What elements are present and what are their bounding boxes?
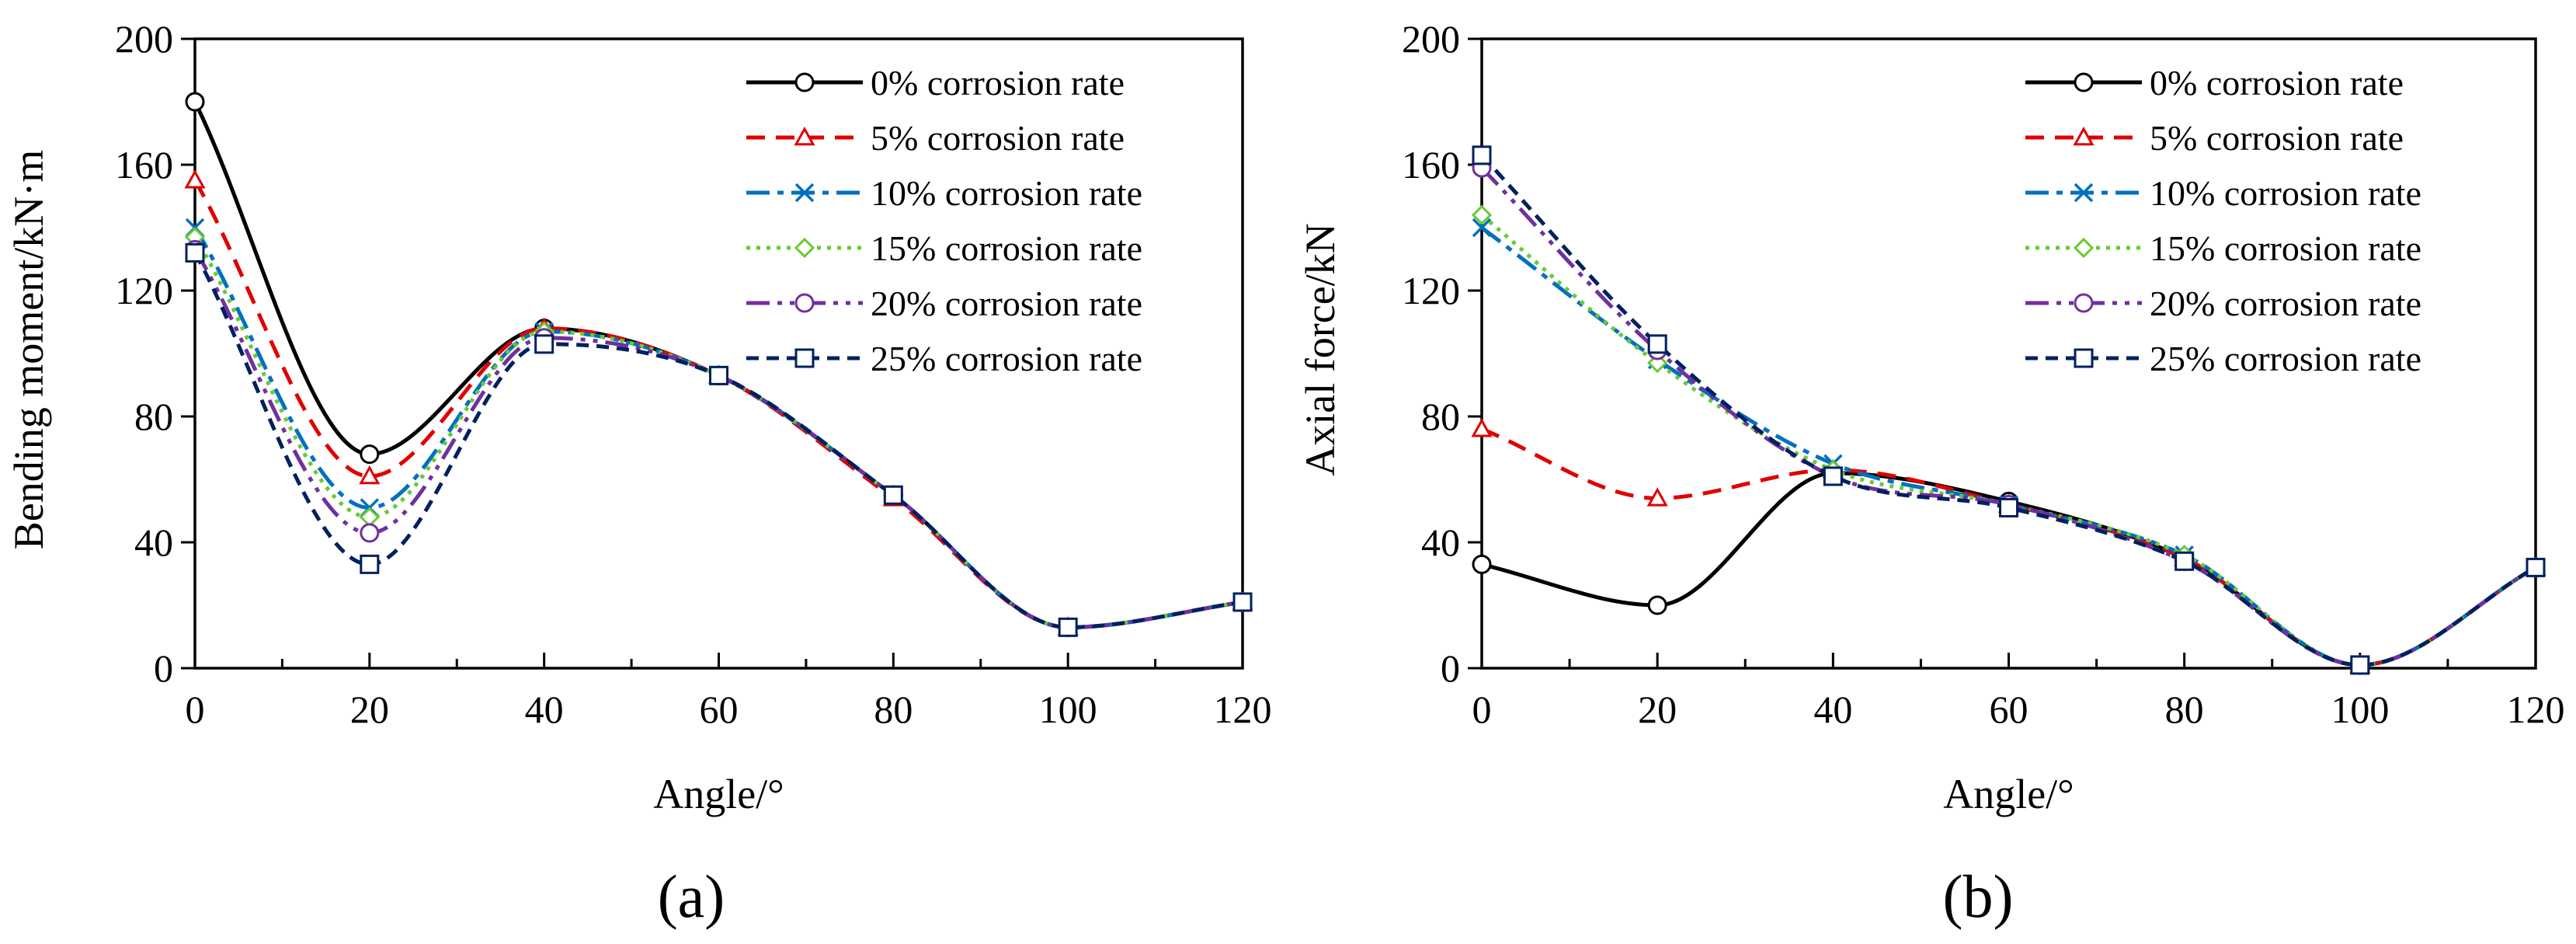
legend-entry-label: 10% corrosion rate (871, 173, 1142, 213)
legend-marker (2074, 293, 2094, 313)
panel-b: 0 20 40 60 80 100 120 0 40 80 120 160 200 Angle/° Axia… (1297, 17, 2565, 930)
x-tick-label: 80 (2165, 688, 2204, 731)
y-tick-label: 200 (115, 17, 173, 61)
series-line (1481, 427, 2537, 667)
x-tick-label: 0 (186, 688, 205, 731)
data-point-marker (185, 92, 205, 112)
y-tick-label: 80 (134, 395, 173, 438)
y-tick-label: 160 (1402, 143, 1460, 186)
panel-label: (a) (658, 862, 725, 930)
data-point-marker (2350, 655, 2370, 675)
x-tick-label: 20 (1638, 688, 1677, 731)
panel-label: (b) (1943, 862, 2014, 930)
data-point-marker (185, 242, 205, 263)
data-point-marker (883, 485, 903, 505)
y-tick-label: 0 (154, 646, 173, 690)
x-tick-label: 40 (1813, 688, 1852, 731)
y-tick-label: 80 (1421, 395, 1460, 438)
x-tick-label: 120 (2507, 688, 2565, 731)
series-5 (1472, 145, 2546, 675)
legend-marker (2073, 237, 2095, 259)
legend-entry-label: 20% corrosion rate (871, 284, 1142, 323)
data-point-marker (360, 523, 380, 543)
data-point-marker (359, 465, 381, 485)
x-tick-label: 120 (1214, 688, 1272, 731)
series-1 (1471, 418, 2546, 674)
legend-marker (2074, 348, 2094, 368)
data-point-marker (2526, 557, 2546, 577)
x-axis-title: Angle/° (1943, 771, 2074, 817)
legend-marker (794, 183, 815, 203)
legend-marker (794, 126, 815, 146)
data-point-marker (1232, 592, 1253, 612)
data-point-marker (709, 365, 728, 385)
x-tick-label: 0 (1472, 688, 1492, 731)
data-point-marker (1472, 145, 1492, 165)
legend-entry-label: 5% corrosion rate (871, 118, 1125, 158)
y-tick-label: 40 (134, 521, 173, 564)
x-tick-label: 60 (1990, 688, 2028, 731)
data-point-marker (359, 507, 380, 528)
x-tick-label: 100 (2331, 688, 2389, 731)
series-line (193, 252, 1243, 629)
y-axis-title: Bending moment/kN·m (5, 150, 52, 549)
y-tick-label: 0 (1441, 646, 1460, 690)
legend-marker (794, 72, 815, 92)
legend: 0% corrosion rate 5% corrosion rate 10% co… (2025, 63, 2421, 378)
legend-marker (794, 348, 815, 368)
data-point-marker (1999, 497, 2018, 517)
data-point-marker (184, 169, 206, 189)
data-point-marker (1471, 418, 1493, 437)
data-point-marker (1647, 595, 1667, 615)
data-point-marker (1471, 204, 1493, 225)
legend-entry-label: 5% corrosion rate (2150, 118, 2404, 158)
legend-entry-label: 20% corrosion rate (2150, 284, 2421, 323)
legend-marker (2073, 126, 2095, 146)
series-2 (185, 218, 1253, 637)
legend-marker (2074, 72, 2094, 92)
legend-entry-label: 10% corrosion rate (2150, 173, 2421, 213)
legend-marker (794, 237, 815, 259)
y-tick-label: 40 (1421, 521, 1460, 564)
legend-entry-label: 15% corrosion rate (2150, 228, 2421, 268)
x-tick-label: 60 (700, 688, 739, 731)
legend-entry-label: 0% corrosion rate (2150, 63, 2404, 103)
x-tick-label: 20 (350, 688, 389, 731)
legend-entry-label: 25% corrosion rate (2150, 339, 2421, 378)
data-point-marker (534, 334, 554, 354)
x-tick-label: 100 (1039, 688, 1097, 731)
data-point-marker (360, 554, 380, 574)
legend-marker (794, 293, 815, 313)
data-point-marker (1058, 617, 1078, 637)
data-point-marker (2174, 551, 2195, 571)
data-point-marker (1647, 334, 1667, 354)
data-point-marker (360, 444, 380, 465)
x-tick-label: 40 (525, 688, 564, 731)
legend-entry-label: 0% corrosion rate (871, 63, 1125, 103)
y-tick-label: 120 (1402, 269, 1460, 312)
series-5 (185, 242, 1253, 637)
legend: 0% corrosion rate 5% corrosion rate 10% co… (746, 63, 1142, 378)
data-point-marker (1646, 487, 1668, 507)
x-axis-title: Angle/° (653, 771, 784, 817)
data-point-marker (1472, 554, 1492, 574)
data-point-marker (1823, 466, 1843, 486)
legend-entry-label: 25% corrosion rate (871, 339, 1142, 378)
legend-marker (2074, 183, 2094, 203)
y-tick-label: 200 (1402, 17, 1460, 61)
y-axis-title: Axial force/kN (1297, 223, 1344, 475)
series-line (1480, 213, 2537, 667)
y-tick-label: 120 (115, 269, 173, 312)
x-tick-label: 80 (874, 688, 913, 731)
y-tick-label: 160 (115, 143, 173, 186)
panel-a: 0 20 40 60 80 100 120 0 40 80 120 160 200 Angle/° Bend… (5, 17, 1272, 930)
data-point-marker (1472, 218, 1492, 238)
legend-entry-label: 15% corrosion rate (871, 228, 1142, 268)
